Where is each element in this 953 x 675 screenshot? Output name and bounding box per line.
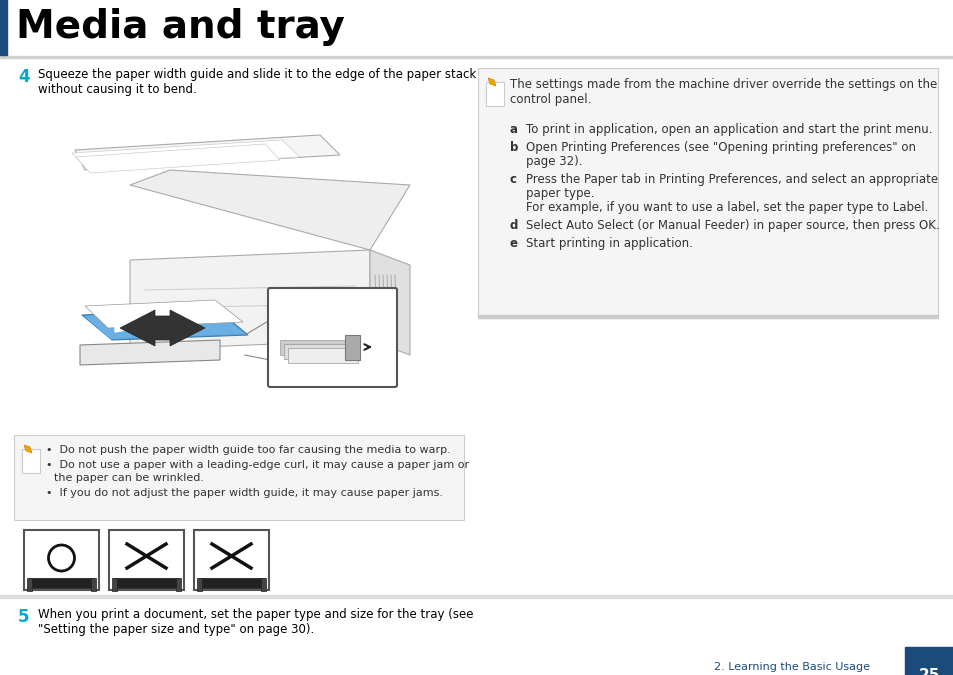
Bar bbox=[24, 530, 99, 590]
Polygon shape bbox=[280, 340, 350, 355]
Bar bbox=[175, 578, 181, 591]
Bar bbox=[29, 578, 94, 588]
Polygon shape bbox=[345, 335, 359, 360]
Circle shape bbox=[371, 315, 380, 325]
Circle shape bbox=[345, 315, 355, 325]
Text: a: a bbox=[510, 123, 517, 136]
Polygon shape bbox=[130, 250, 370, 350]
Bar bbox=[112, 578, 117, 591]
Bar bbox=[485, 82, 503, 106]
Bar bbox=[199, 578, 264, 588]
Text: The settings made from the machine driver override the settings on the
control p: The settings made from the machine drive… bbox=[510, 78, 936, 106]
Polygon shape bbox=[130, 170, 410, 250]
Text: paper type.: paper type. bbox=[525, 187, 594, 200]
Text: Squeeze the paper width guide and slide it to the edge of the paper stack: Squeeze the paper width guide and slide … bbox=[38, 68, 476, 81]
Text: e: e bbox=[510, 237, 517, 250]
Polygon shape bbox=[288, 348, 357, 363]
Text: •  Do not push the paper width guide too far causing the media to warp.: • Do not push the paper width guide too … bbox=[46, 445, 450, 455]
Text: Start printing in application.: Start printing in application. bbox=[525, 237, 692, 250]
Bar bbox=[113, 578, 179, 588]
Bar bbox=[91, 578, 96, 591]
Bar bbox=[109, 530, 184, 590]
Text: Select Auto Select (or Manual Feeder) in paper source, then press OK.: Select Auto Select (or Manual Feeder) in… bbox=[525, 219, 939, 232]
Polygon shape bbox=[80, 340, 220, 365]
Polygon shape bbox=[284, 344, 354, 359]
Text: without causing it to bend.: without causing it to bend. bbox=[38, 83, 196, 96]
Text: c: c bbox=[510, 173, 517, 186]
Polygon shape bbox=[75, 135, 339, 170]
Text: Press the Paper tab in Printing Preferences, and select an appropriate: Press the Paper tab in Printing Preferen… bbox=[525, 173, 937, 186]
Polygon shape bbox=[84, 311, 245, 339]
Text: For example, if you want to use a label, set the paper type to Label.: For example, if you want to use a label,… bbox=[525, 201, 927, 214]
Text: To print in application, open an application and start the print menu.: To print in application, open an applica… bbox=[525, 123, 931, 136]
Text: •  If you do not adjust the paper width guide, it may cause paper jams.: • If you do not adjust the paper width g… bbox=[46, 488, 442, 498]
Polygon shape bbox=[488, 78, 496, 86]
Text: 2. Learning the Basic Usage: 2. Learning the Basic Usage bbox=[713, 662, 869, 672]
Bar bbox=[27, 578, 32, 591]
Polygon shape bbox=[71, 140, 299, 170]
Text: •  Do not use a paper with a leading-edge curl, it may cause a paper jam or: • Do not use a paper with a leading-edge… bbox=[46, 460, 469, 470]
Text: page 32).: page 32). bbox=[525, 155, 582, 168]
Bar bbox=[477, 68, 937, 318]
Text: the paper can be wrinkled.: the paper can be wrinkled. bbox=[54, 473, 204, 483]
Bar bbox=[0, 56, 953, 58]
Bar bbox=[14, 435, 463, 520]
Polygon shape bbox=[24, 445, 32, 453]
Polygon shape bbox=[82, 310, 248, 340]
Bar bbox=[193, 530, 269, 590]
Bar bbox=[477, 315, 937, 318]
Bar bbox=[196, 578, 202, 591]
Bar bbox=[22, 449, 40, 473]
Polygon shape bbox=[76, 144, 280, 173]
Bar bbox=[0, 0, 7, 55]
Polygon shape bbox=[120, 310, 205, 346]
Text: "Setting the paper size and type" on page 30).: "Setting the paper size and type" on pag… bbox=[38, 623, 314, 636]
Text: 25: 25 bbox=[918, 668, 939, 675]
Text: b: b bbox=[510, 141, 517, 154]
Bar bbox=[0, 595, 953, 598]
Text: When you print a document, set the paper type and size for the tray (see: When you print a document, set the paper… bbox=[38, 608, 473, 621]
Text: Media and tray: Media and tray bbox=[16, 8, 345, 46]
Circle shape bbox=[357, 315, 368, 325]
Bar bbox=[261, 578, 266, 591]
Text: Open Printing Preferences (see "Opening printing preferences" on: Open Printing Preferences (see "Opening … bbox=[525, 141, 915, 154]
Polygon shape bbox=[370, 250, 410, 355]
Polygon shape bbox=[115, 313, 165, 332]
Bar bbox=[904, 647, 953, 675]
Text: 4: 4 bbox=[18, 68, 30, 86]
Text: 5: 5 bbox=[18, 608, 30, 626]
Bar bbox=[55, 98, 435, 368]
FancyBboxPatch shape bbox=[268, 288, 396, 387]
Polygon shape bbox=[85, 300, 243, 328]
Text: d: d bbox=[510, 219, 517, 232]
